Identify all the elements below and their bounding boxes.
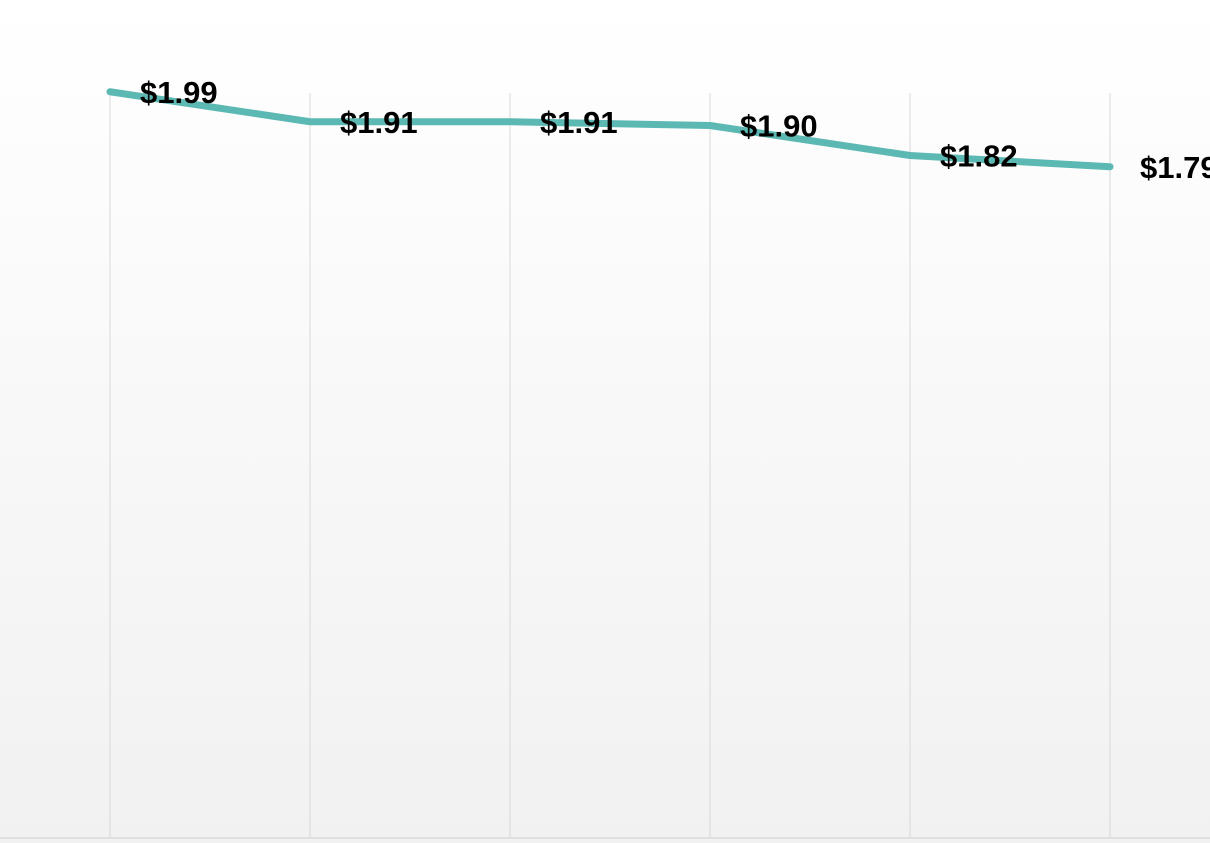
data-label: $1.90 [740, 109, 818, 144]
data-label: $1.99 [140, 75, 218, 110]
line [106, 88, 1114, 171]
data-label: $1.82 [940, 139, 1018, 174]
data-label: $1.91 [340, 105, 418, 140]
data-label: $1.91 [540, 105, 618, 140]
data-label: $1.79 [1140, 150, 1210, 185]
